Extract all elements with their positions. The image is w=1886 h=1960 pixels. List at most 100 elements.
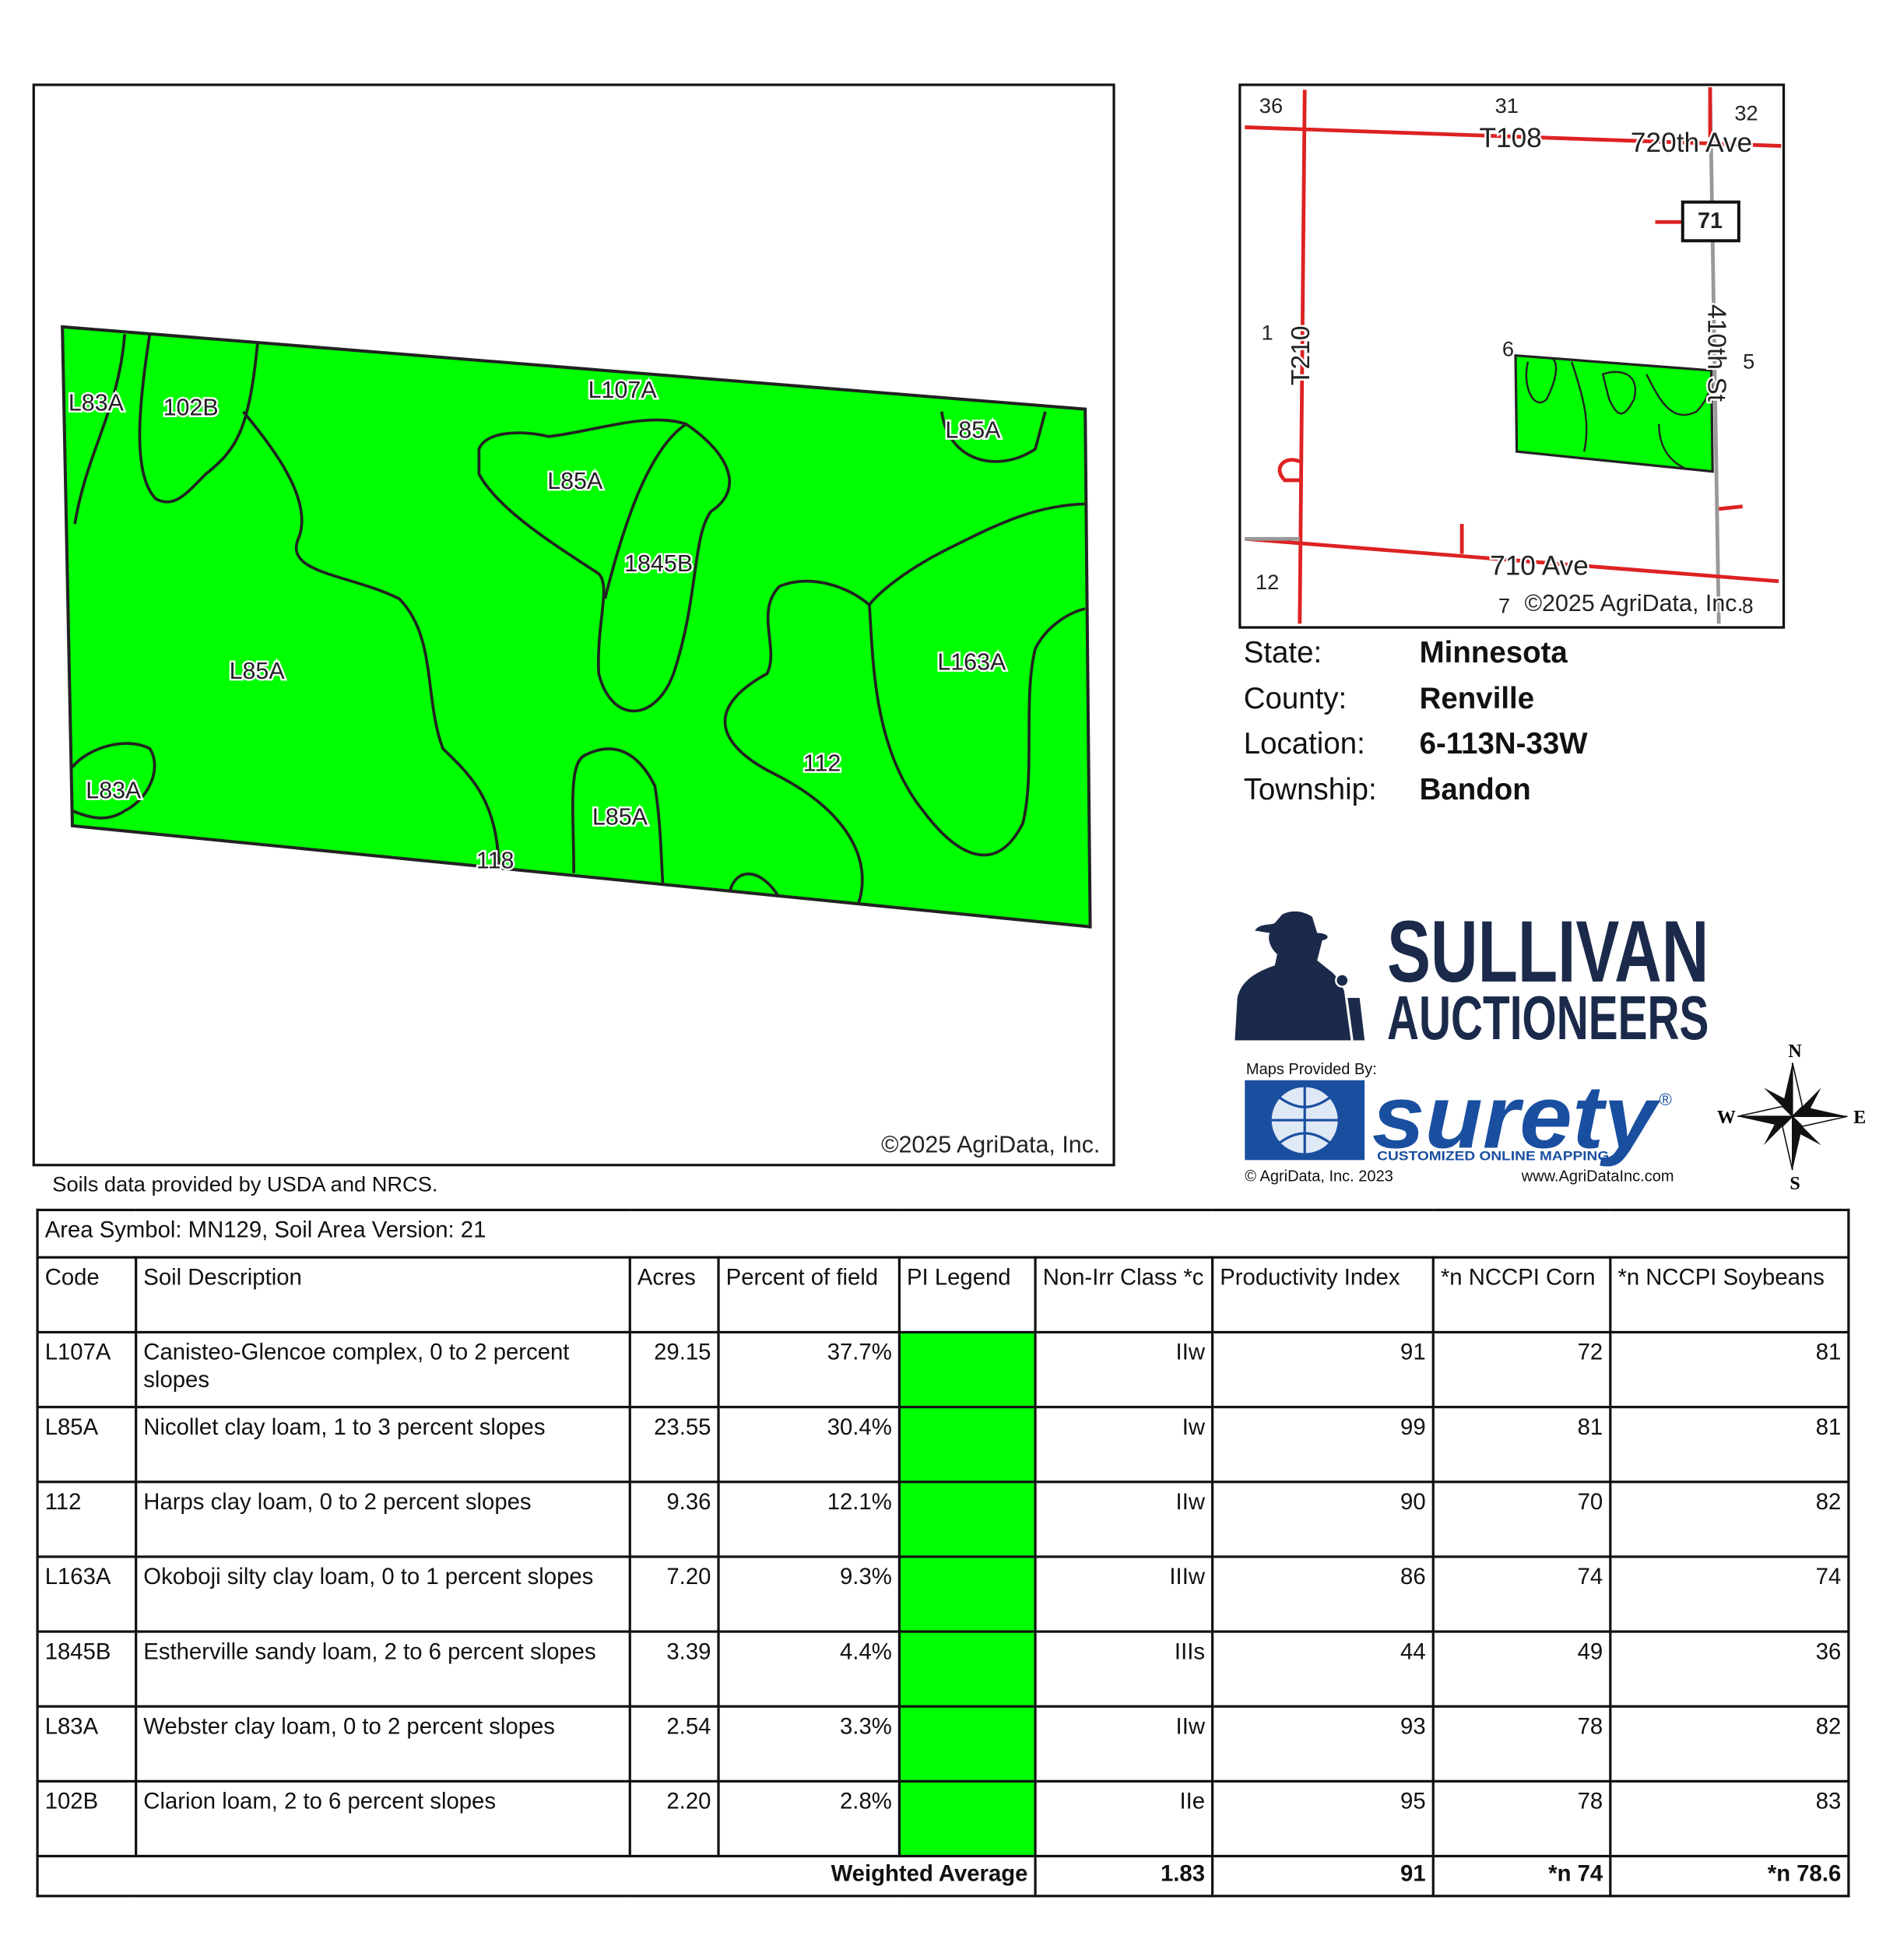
table-cell: 90 bbox=[1211, 1481, 1435, 1558]
column-header: Acres bbox=[628, 1256, 720, 1334]
table-cell: Okoboji silty clay loam, 0 to 1 percent … bbox=[135, 1555, 631, 1633]
table-cell: IIIs bbox=[1034, 1630, 1214, 1708]
table-cell: 82 bbox=[1609, 1705, 1850, 1783]
info-value: Bandon bbox=[1419, 773, 1531, 807]
column-header: Soil Description bbox=[135, 1256, 631, 1334]
table-cell: IIe bbox=[1034, 1779, 1214, 1858]
pi-legend-swatch bbox=[897, 1705, 1037, 1783]
table-cell: Clarion loam, 2 to 6 percent slopes bbox=[135, 1779, 631, 1858]
info-label: Location: bbox=[1243, 727, 1365, 762]
soil-label: L85A bbox=[945, 417, 1001, 444]
column-header: *n NCCPI Soybeans bbox=[1609, 1256, 1850, 1334]
table-cell: Webster clay loam, 0 to 2 percent slopes bbox=[135, 1705, 631, 1783]
locator-label: 32 bbox=[1734, 101, 1758, 125]
locator-label: 8 bbox=[1742, 594, 1754, 618]
footer-value: *n 74 bbox=[1431, 1854, 1612, 1898]
table-cell: 74 bbox=[1609, 1555, 1850, 1633]
footer-row: Weighted Average 1.83 91 *n 74 *n 78.6 bbox=[36, 1854, 1850, 1898]
table-row: L107A Canisteo-Glencoe complex, 0 to 2 pe… bbox=[36, 1330, 1850, 1409]
table-row: 112 Harps clay loam, 0 to 2 percent slope… bbox=[36, 1481, 1850, 1558]
table-cell: 81 bbox=[1609, 1330, 1850, 1409]
table-cell: 36 bbox=[1609, 1630, 1850, 1708]
info-row: County: Renville bbox=[1244, 677, 1588, 723]
agridata-copyright: © AgriData, Inc. 2023 bbox=[1245, 1168, 1393, 1185]
table-cell: 3.39 bbox=[628, 1630, 720, 1708]
soil-label: L85A bbox=[230, 658, 286, 684]
table-cell: 102B bbox=[36, 1779, 138, 1858]
table-cell: Estherville sandy loam, 2 to 6 percent s… bbox=[135, 1630, 631, 1708]
table-cell: 78 bbox=[1431, 1779, 1612, 1858]
table-cell: 37.7% bbox=[717, 1330, 901, 1409]
column-header: PI Legend bbox=[897, 1256, 1037, 1334]
info-row: State: Minnesota bbox=[1244, 631, 1588, 677]
pi-legend-swatch bbox=[897, 1481, 1037, 1558]
locator-label: 720th Ave bbox=[1631, 128, 1752, 158]
table-cell: 23.55 bbox=[628, 1406, 720, 1484]
pi-legend-swatch bbox=[897, 1406, 1037, 1484]
locator-copyright: ©2025 AgriData, Inc. bbox=[1525, 590, 1744, 616]
table-cell: 7.20 bbox=[628, 1555, 720, 1633]
website: www.AgriDataInc.com bbox=[1521, 1168, 1674, 1185]
soil-label: 102B bbox=[163, 395, 219, 421]
locator-label: T210 bbox=[1287, 325, 1315, 385]
locator-label: 1 bbox=[1262, 321, 1273, 345]
table-cell: 2.20 bbox=[628, 1779, 720, 1858]
table-cell: Iw bbox=[1034, 1406, 1214, 1484]
table-cell: 44 bbox=[1211, 1630, 1435, 1708]
table-cell: Canisteo-Glencoe complex, 0 to 2 percent… bbox=[135, 1330, 631, 1409]
table-cell: IIw bbox=[1034, 1705, 1214, 1783]
table-cell: IIw bbox=[1034, 1330, 1214, 1409]
compass-label: N bbox=[1788, 1041, 1802, 1062]
header-row: Code Soil Description Acres Percent of fiel… bbox=[36, 1256, 1850, 1334]
column-header: Non-Irr Class *c bbox=[1034, 1256, 1214, 1334]
table-cell: L83A bbox=[36, 1705, 138, 1783]
table-cell: 49 bbox=[1431, 1630, 1612, 1708]
soil-label: L83A bbox=[68, 389, 125, 416]
table-cell: Harps clay loam, 0 to 2 percent slopes bbox=[135, 1481, 631, 1558]
company-name: AUCTIONEERS bbox=[1387, 982, 1709, 1052]
footer-label: Weighted Average bbox=[36, 1854, 1037, 1898]
table-cell: 30.4% bbox=[717, 1406, 901, 1484]
info-row: Township: Bandon bbox=[1244, 768, 1588, 814]
compass-label: S bbox=[1789, 1174, 1800, 1194]
company-name: SULLIVAN bbox=[1387, 902, 1709, 1000]
table-cell: 86 bbox=[1211, 1555, 1435, 1633]
table-cell: 9.36 bbox=[628, 1481, 720, 1558]
locator-label: 31 bbox=[1495, 93, 1519, 118]
location-info: State: Minnesota County: Renville Location: 6… bbox=[1244, 631, 1588, 814]
pi-legend-swatch bbox=[897, 1630, 1037, 1708]
table-cell: 112 bbox=[36, 1481, 138, 1558]
locator-soil-boundaries bbox=[1525, 358, 1712, 469]
table-cell: 2.8% bbox=[717, 1779, 901, 1858]
soil-label: L85A bbox=[592, 803, 648, 830]
info-label: State: bbox=[1243, 636, 1322, 670]
locator-label: 710 Ave bbox=[1490, 550, 1589, 581]
table-cell: 1845B bbox=[36, 1630, 138, 1708]
info-value: 6-113N-33W bbox=[1419, 727, 1588, 762]
table-row: L85A Nicollet clay loam, 1 to 3 percent s… bbox=[36, 1406, 1850, 1484]
caption-row: Area Symbol: MN129, Soil Area Version: 2… bbox=[36, 1208, 1850, 1259]
locator-frame bbox=[1238, 83, 1786, 629]
field bbox=[61, 325, 1092, 929]
info-row: Location: 6-113N-33W bbox=[1244, 722, 1588, 768]
surety-logo: surety bbox=[1372, 1067, 1660, 1167]
source-note: Soils data provided by USDA and NRCS. bbox=[52, 1172, 438, 1196]
table-cell: 12.1% bbox=[717, 1481, 901, 1558]
locator-label: 410th St bbox=[1702, 304, 1731, 402]
soil-label: L83A bbox=[86, 778, 142, 804]
soil-label: 112 bbox=[803, 750, 841, 776]
pi-legend-swatch bbox=[897, 1779, 1037, 1858]
locator-label: 7 bbox=[1498, 594, 1510, 618]
maps-provided-by: Maps Provided By: bbox=[1246, 1061, 1377, 1078]
locator-label: 36 bbox=[1259, 93, 1283, 118]
table-cell: 74 bbox=[1431, 1555, 1612, 1633]
footer-value: 91 bbox=[1211, 1854, 1435, 1898]
info-label: Township: bbox=[1243, 773, 1377, 807]
locator-label: 12 bbox=[1256, 570, 1279, 594]
info-value: Renville bbox=[1419, 682, 1535, 716]
table-cell: 29.15 bbox=[628, 1330, 720, 1409]
pi-legend-swatch bbox=[897, 1330, 1037, 1409]
table-cell: 83 bbox=[1609, 1779, 1850, 1858]
